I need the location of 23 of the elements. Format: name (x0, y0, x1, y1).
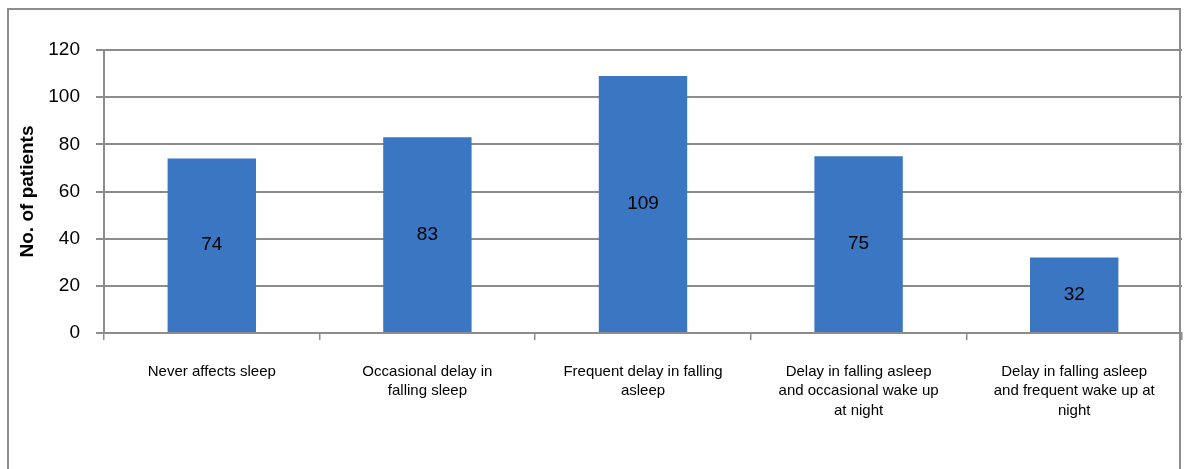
y-axis-title: No. of patients (15, 125, 37, 258)
y-tick-label: 100 (48, 85, 80, 107)
y-tick-label: 80 (58, 132, 80, 154)
x-tick-label: Occasional delay in falling sleep (362, 361, 493, 399)
x-tick-label: Frequent delay in falling asleep (563, 361, 723, 399)
bar (814, 156, 903, 332)
bar (1030, 257, 1119, 332)
y-tick-label: 60 (58, 179, 80, 201)
bar (598, 75, 688, 332)
data-label: 74 (201, 233, 223, 255)
y-tick-label: 20 (58, 274, 80, 296)
bar (167, 158, 256, 332)
data-label: 83 (416, 222, 438, 244)
y-tick-label: 0 (69, 321, 80, 343)
data-label: 109 (627, 192, 659, 214)
x-tick-label: Delay in falling asleep and occasional wake up at night (778, 361, 939, 418)
bar (383, 137, 472, 332)
y-tick-label: 120 (48, 38, 80, 60)
x-tick-label: Never affects sleep (147, 361, 276, 379)
data-label: 32 (1063, 283, 1085, 304)
data-label: 75 (848, 232, 870, 254)
y-tick-label: 40 (58, 226, 80, 248)
x-tick-label: Delay in falling asleep and frequent wake up at night (993, 361, 1156, 418)
